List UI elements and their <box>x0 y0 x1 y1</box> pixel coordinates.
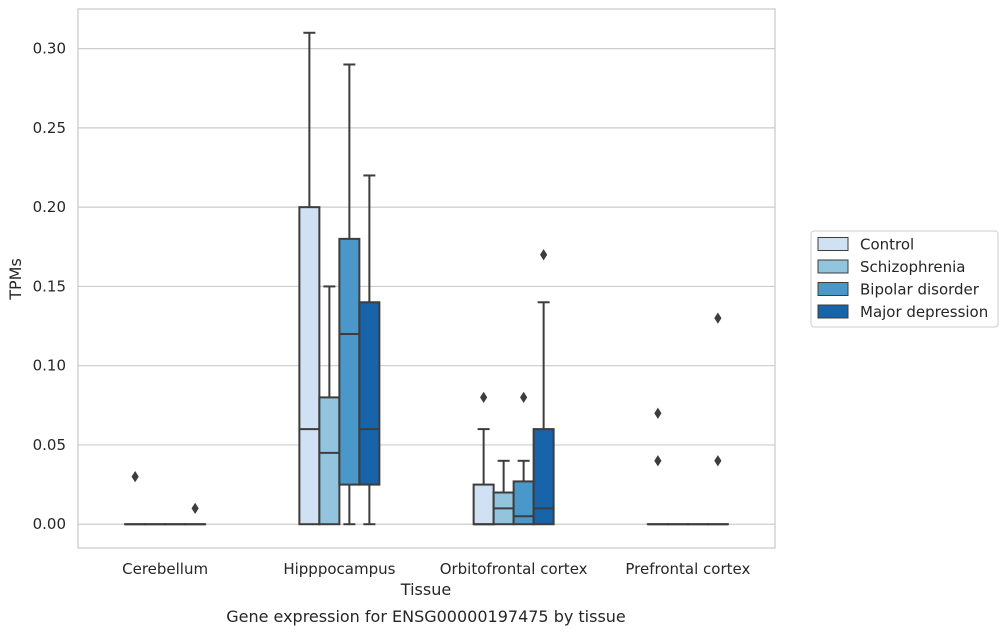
box-0-3 <box>184 502 207 526</box>
legend-entry-label: Control <box>860 236 914 254</box>
outlier-point <box>540 249 548 261</box>
box-2-1 <box>492 459 515 526</box>
y-tick-label: 0.05 <box>33 436 66 454</box>
x-tick-label: Prefrontal cortex <box>625 560 750 578</box>
y-tick-label: 0.15 <box>33 277 66 295</box>
box-1-1 <box>318 285 341 526</box>
x-axis-label: Tissue <box>400 580 451 599</box>
legend-swatch <box>817 304 849 319</box>
outlier-point <box>654 407 662 419</box>
box-body <box>532 428 555 526</box>
y-tick-label: 0.20 <box>33 198 66 216</box>
outlier-point <box>480 391 488 404</box>
outlier-point <box>131 471 139 483</box>
box-plot-series <box>124 31 729 526</box>
legend-entry-label: Major depression <box>860 303 988 321</box>
y-axis-ticks: 0.00 0.05 0.10 0.15 0.20 0.25 0.30 <box>33 40 66 534</box>
legend-entry-label: Schizophrenia <box>860 258 965 276</box>
outlier-point <box>714 312 722 324</box>
box-body <box>298 206 321 526</box>
gridlines <box>78 48 775 525</box>
x-tick-label: Hipppocampus <box>283 560 395 578</box>
y-tick-label: 0.30 <box>33 40 66 58</box>
box-body <box>318 396 341 526</box>
box-2-2 <box>512 391 535 526</box>
box-1-3 <box>358 174 381 526</box>
x-tick-label: Cerebellum <box>122 560 208 578</box>
legend-entry-label: Bipolar disorder <box>860 281 980 299</box>
box-1-0 <box>298 31 321 526</box>
chart-caption: Gene expression for ENSG00000197475 by t… <box>226 607 626 626</box>
box-2-3 <box>532 249 555 526</box>
legend: Control Schizophrenia Bipolar disorder Majo… <box>810 230 999 328</box>
y-tick-label: 0.10 <box>33 357 66 375</box>
legend-swatch <box>817 259 849 274</box>
outlier-point <box>191 502 199 514</box>
outlier-point <box>520 391 528 404</box>
box-0-0 <box>124 471 147 526</box>
box-2-0 <box>472 391 495 526</box>
x-tick-label: Orbitofrontal cortex <box>440 560 588 578</box>
x-axis-ticks: Cerebellum Hipppocampus Orbitofrontal cort… <box>122 560 750 578</box>
box-body <box>472 483 495 526</box>
outlier-point <box>714 455 722 467</box>
y-tick-label: 0.25 <box>33 119 66 137</box>
plot-frame <box>77 8 776 549</box>
legend-frame <box>810 230 999 328</box>
outlier-point <box>654 455 662 467</box>
y-tick-label: 0.00 <box>33 515 66 533</box>
box-3-3 <box>706 312 729 526</box>
box-3-0 <box>646 407 669 526</box>
box-body <box>512 480 535 526</box>
legend-swatch <box>817 282 849 296</box>
y-axis-label: TPMs <box>6 258 25 301</box>
box-body <box>358 301 381 486</box>
box-body <box>338 237 361 486</box>
box-1-2 <box>338 63 361 526</box>
legend-swatch <box>817 237 849 251</box>
